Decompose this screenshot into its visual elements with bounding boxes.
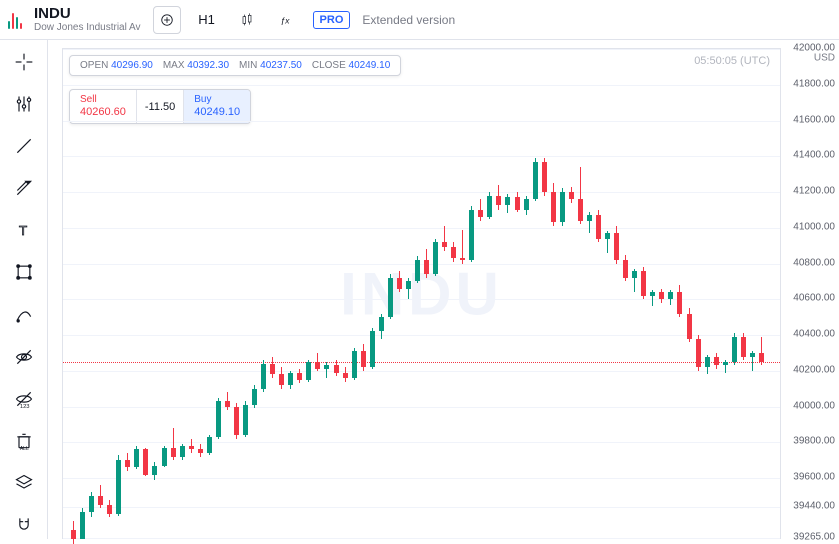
chart-style-button[interactable] — [233, 6, 261, 34]
buy-button[interactable]: Buy 40249.10 — [184, 90, 250, 123]
grid-line — [63, 407, 780, 408]
low-value: 40237.50 — [260, 60, 302, 71]
sell-price: 40260.60 — [80, 106, 126, 119]
grid-line — [63, 299, 780, 300]
grid-line — [63, 442, 780, 443]
spread-value: -11.50 — [136, 90, 184, 123]
price-tick: 40200.00 — [793, 364, 835, 375]
close-label: CLOSE — [312, 60, 346, 71]
symbol-name: Dow Jones Industrial Av — [34, 22, 141, 33]
grid-line — [63, 121, 780, 122]
grid-line — [63, 228, 780, 229]
left-toolbar: T 123 ALL — [0, 40, 48, 539]
ohlc-box: OPEN 40296.90 MAX 40392.30 MIN 40237.50 … — [69, 55, 401, 76]
price-tick: 40600.00 — [793, 293, 835, 304]
high-label: MAX — [163, 60, 185, 71]
text-tool[interactable]: T — [8, 216, 40, 244]
pro-badge[interactable]: PRO — [313, 11, 351, 29]
high-value: 40392.30 — [187, 60, 229, 71]
grid-line — [63, 85, 780, 86]
brush-tool[interactable] — [8, 300, 40, 328]
crosshair-tool[interactable] — [8, 48, 40, 76]
trade-box: Sell 40260.60 -11.50 Buy 40249.10 — [69, 89, 251, 124]
trendline-tool[interactable] — [8, 132, 40, 160]
hide-indicators-tool[interactable]: 123 — [8, 385, 40, 413]
sell-label: Sell — [80, 94, 126, 106]
logo-icon — [8, 11, 22, 29]
grid-line — [63, 156, 780, 157]
layers-tool[interactable] — [8, 469, 40, 497]
price-tick: 40800.00 — [793, 257, 835, 268]
watermark: INDU — [340, 259, 503, 328]
price-tick: 39265.00 — [793, 532, 835, 543]
price-line — [63, 362, 780, 363]
fib-tool[interactable] — [8, 174, 40, 202]
grid-line — [63, 49, 780, 50]
remove-all-tool[interactable]: ALL — [8, 427, 40, 455]
price-tick: 41200.00 — [793, 186, 835, 197]
symbol-block[interactable]: INDU Dow Jones Industrial Av — [34, 6, 141, 34]
magnet-tool[interactable] — [8, 511, 40, 539]
extended-version-label: Extended version — [362, 13, 455, 27]
price-tick: 39440.00 — [793, 500, 835, 511]
grid-line — [63, 507, 780, 508]
close-value: 40249.10 — [349, 60, 391, 71]
price-tick: 40000.00 — [793, 400, 835, 411]
price-tick: 41600.00 — [793, 114, 835, 125]
low-label: MIN — [239, 60, 257, 71]
price-tick: 41000.00 — [793, 221, 835, 232]
symbol-ticker: INDU — [34, 6, 141, 23]
plus-icon — [160, 13, 174, 27]
price-axis[interactable]: 42000.0041800.0041600.0041400.0041200.00… — [781, 40, 839, 539]
chart-area: INDU 05:50:05 (UTC) OPEN 40296.90 MAX 40… — [48, 40, 839, 539]
svg-text:123: 123 — [19, 404, 29, 409]
interval-button[interactable]: H1 — [193, 6, 221, 34]
sell-button[interactable]: Sell 40260.60 — [70, 90, 136, 123]
shape-tool[interactable] — [8, 258, 40, 286]
grid-line — [63, 371, 780, 372]
hide-tool[interactable] — [8, 343, 40, 371]
price-tick: 39800.00 — [793, 436, 835, 447]
open-label: OPEN — [80, 60, 108, 71]
grid-line — [63, 264, 780, 265]
sliders-tool[interactable] — [8, 90, 40, 118]
price-tick: 39600.00 — [793, 472, 835, 483]
svg-text:T: T — [19, 223, 27, 238]
buy-label: Buy — [194, 94, 240, 106]
grid-line — [63, 335, 780, 336]
svg-text:ƒx: ƒx — [280, 15, 290, 25]
candles-icon — [239, 12, 255, 28]
grid-line — [63, 192, 780, 193]
buy-price: 40249.10 — [194, 106, 240, 119]
svg-text:ALL: ALL — [19, 446, 28, 451]
chart-plot[interactable]: INDU 05:50:05 (UTC) OPEN 40296.90 MAX 40… — [62, 48, 781, 539]
fx-icon: ƒx — [279, 12, 295, 28]
add-button[interactable] — [153, 6, 181, 34]
top-header: INDU Dow Jones Industrial Av H1 ƒx PRO E… — [0, 0, 839, 40]
time-label: 05:50:05 (UTC) — [694, 55, 770, 67]
grid-line — [63, 478, 780, 479]
price-tick: 41800.00 — [793, 78, 835, 89]
price-tick: 41400.00 — [793, 150, 835, 161]
price-unit: USD — [814, 53, 835, 64]
price-tick: 40400.00 — [793, 329, 835, 340]
indicators-button[interactable]: ƒx — [273, 6, 301, 34]
open-value: 40296.90 — [111, 60, 153, 71]
